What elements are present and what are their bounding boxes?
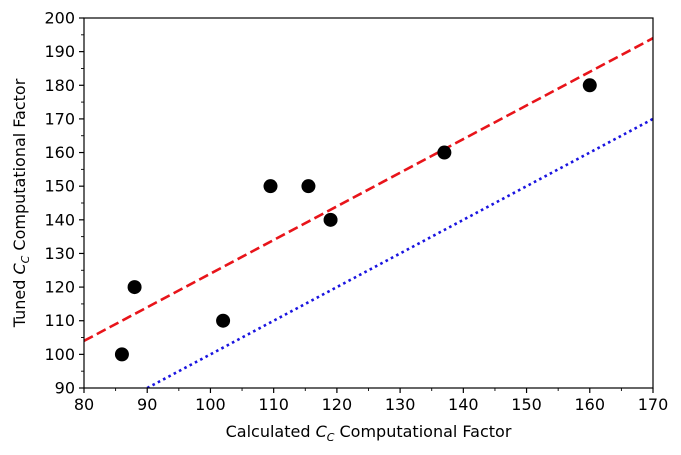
y-tick-label: 140 [44,210,75,229]
x-tick-label: 90 [137,395,157,414]
y-tick-label: 120 [44,278,75,297]
data-point [263,179,278,194]
dashed-fit-line [84,37,653,343]
data-point [437,145,452,160]
dotted-identity-line [146,117,653,388]
y-tick-label: 130 [44,244,75,263]
x-tick-label: 120 [322,395,353,414]
x-tick-label: 170 [638,395,669,414]
x-tick-label: 130 [385,395,416,414]
data-point [301,179,316,194]
data-point [582,78,597,93]
x-tick-label: 150 [511,395,542,414]
data-point [114,347,129,362]
y-tick-label: 110 [44,311,75,330]
reference-lines [84,37,653,388]
x-tick-label: 80 [74,395,94,414]
data-point [127,280,142,295]
data-points [114,78,597,362]
x-axis-ticks: 80 90 100 110 120 130 140 150 160 170 [74,388,668,414]
x-tick-label: 160 [575,395,606,414]
y-tick-label: 200 [44,9,75,28]
y-tick-label: 150 [44,177,75,196]
y-tick-label: 90 [55,379,75,398]
data-point [216,313,231,328]
y-tick-label: 160 [44,143,75,162]
y-axis-ticks: 90 100 110 120 130 140 150 160 170 180 190 200 [44,9,84,398]
x-tick-label: 140 [448,395,479,414]
y-tick-label: 100 [44,345,75,364]
x-tick-label: 100 [195,395,226,414]
plot-frame [83,17,654,389]
y-tick-label: 190 [44,42,75,61]
y-tick-label: 180 [44,76,75,95]
data-point [323,212,338,227]
y-axis-label: Tuned CC Computational Factor [10,78,32,328]
y-tick-label: 170 [44,109,75,128]
x-tick-label: 110 [258,395,289,414]
x-axis-label: Calculated CC Computational Factor [226,422,512,444]
